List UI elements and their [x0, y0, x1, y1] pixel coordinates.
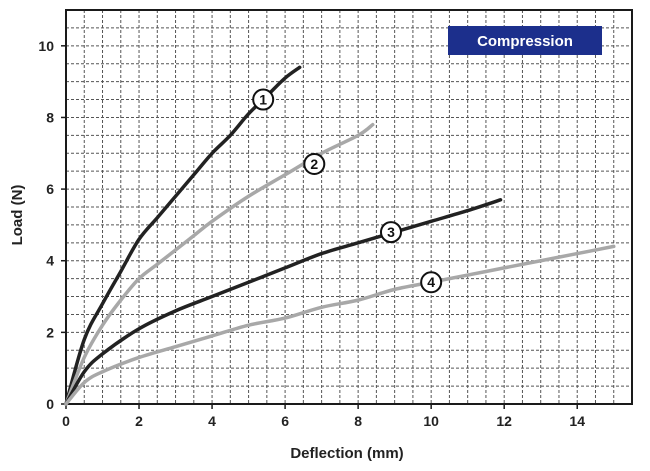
compression-badge: Compression — [448, 26, 602, 55]
marker-circle — [303, 153, 326, 176]
x-tick-label: 12 — [496, 413, 512, 429]
series-line-2 — [64, 122, 375, 406]
marker-circle — [420, 271, 443, 294]
marker-circle — [379, 221, 402, 244]
y-tick-label: 10 — [38, 38, 54, 54]
plot-frame — [65, 9, 633, 405]
marker-circle — [252, 88, 275, 111]
y-tick-label: 2 — [46, 324, 54, 340]
x-axis: 0 2 4 6 8 10 12 14 — [62, 404, 585, 429]
marker-label: 4 — [427, 274, 435, 290]
series-line-4 — [64, 244, 616, 406]
y-tick-label: 8 — [46, 109, 54, 125]
x-tick-label: 2 — [135, 413, 143, 429]
series-marker-3: 3 — [379, 221, 402, 244]
x-tick-label: 4 — [208, 413, 216, 429]
y-tick-label: 0 — [46, 396, 54, 412]
y-tick-label: 4 — [46, 253, 54, 269]
x-tick-label: 8 — [354, 413, 362, 429]
y-tick-label: 6 — [46, 181, 54, 197]
x-tick-label: 0 — [62, 413, 70, 429]
marker-layer: 1 2 3 4 — [252, 88, 443, 294]
marker-label: 2 — [310, 156, 318, 172]
x-tick-label: 14 — [569, 413, 585, 429]
y-axis: 0 2 4 6 8 10 — [38, 38, 66, 412]
series-marker-1: 1 — [252, 88, 275, 111]
marker-label: 1 — [259, 92, 267, 108]
series-marker-2: 2 — [303, 153, 326, 176]
x-tick-label: 10 — [423, 413, 439, 429]
grid — [66, 10, 632, 404]
x-tick-label: 6 — [281, 413, 289, 429]
badge-label: Compression — [477, 33, 573, 50]
y-axis-title: Load (N) — [9, 185, 26, 246]
marker-label: 3 — [387, 224, 395, 240]
x-axis-title: Deflection (mm) — [290, 445, 403, 462]
series-line-3 — [64, 198, 503, 406]
series-marker-4: 4 — [420, 271, 443, 294]
